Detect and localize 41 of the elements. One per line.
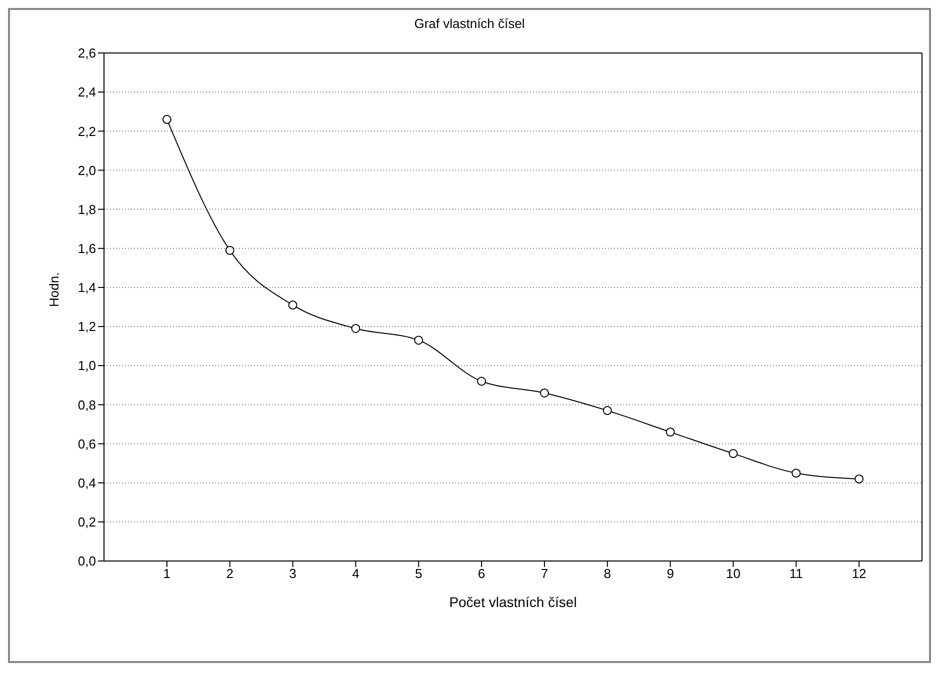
y-tick-label: 1,2 <box>78 319 96 334</box>
y-tick-label: 0,6 <box>78 436 96 452</box>
y-tick-label: 0,8 <box>78 397 96 412</box>
x-tick-label: 7 <box>540 566 548 582</box>
point <box>225 246 234 255</box>
y-tick-label: 1,6 <box>78 241 96 256</box>
y-tick-label: 1,4 <box>78 280 96 296</box>
point <box>854 474 864 484</box>
point <box>351 324 360 333</box>
y-tick-label: 2,0 <box>78 162 96 178</box>
x-tick-label: 1 <box>163 566 171 582</box>
y-tick-label: 2,6 <box>78 46 96 61</box>
x-tick-label: 9 <box>666 566 674 582</box>
y-tick-label: 0,0 <box>78 554 96 569</box>
x-tick-label: 5 <box>415 566 422 582</box>
y-axis-title: Hodn. <box>46 272 62 307</box>
point <box>540 388 549 398</box>
y-tick-label: 2,2 <box>78 124 96 139</box>
y-tick-label: 1,8 <box>78 202 96 217</box>
point <box>477 376 486 386</box>
x-tick-label: 12 <box>852 566 866 582</box>
x-axis-title: Počet vlastních čísel <box>449 594 577 610</box>
point <box>162 114 172 124</box>
y-tick-label: 0,4 <box>78 475 96 490</box>
point <box>602 406 612 416</box>
y-tick-label: 0,2 <box>78 514 96 530</box>
y-tick-label: 1,0 <box>78 358 96 374</box>
x-tick-label: 11 <box>789 566 803 582</box>
point <box>728 449 738 458</box>
chart-title: Graf vlastních čísel <box>413 16 526 31</box>
x-tick-label: 6 <box>478 566 486 582</box>
x-tick-label: 2 <box>226 566 234 582</box>
x-tick-label: 8 <box>604 566 611 582</box>
x-tick-label: 4 <box>352 566 360 582</box>
y-tick-label: 2,4 <box>78 84 96 100</box>
x-tick-label: 10 <box>726 566 740 582</box>
x-tick-label: 3 <box>289 566 296 582</box>
point <box>288 300 298 310</box>
point <box>666 428 675 437</box>
point <box>414 336 424 345</box>
point <box>792 468 801 478</box>
